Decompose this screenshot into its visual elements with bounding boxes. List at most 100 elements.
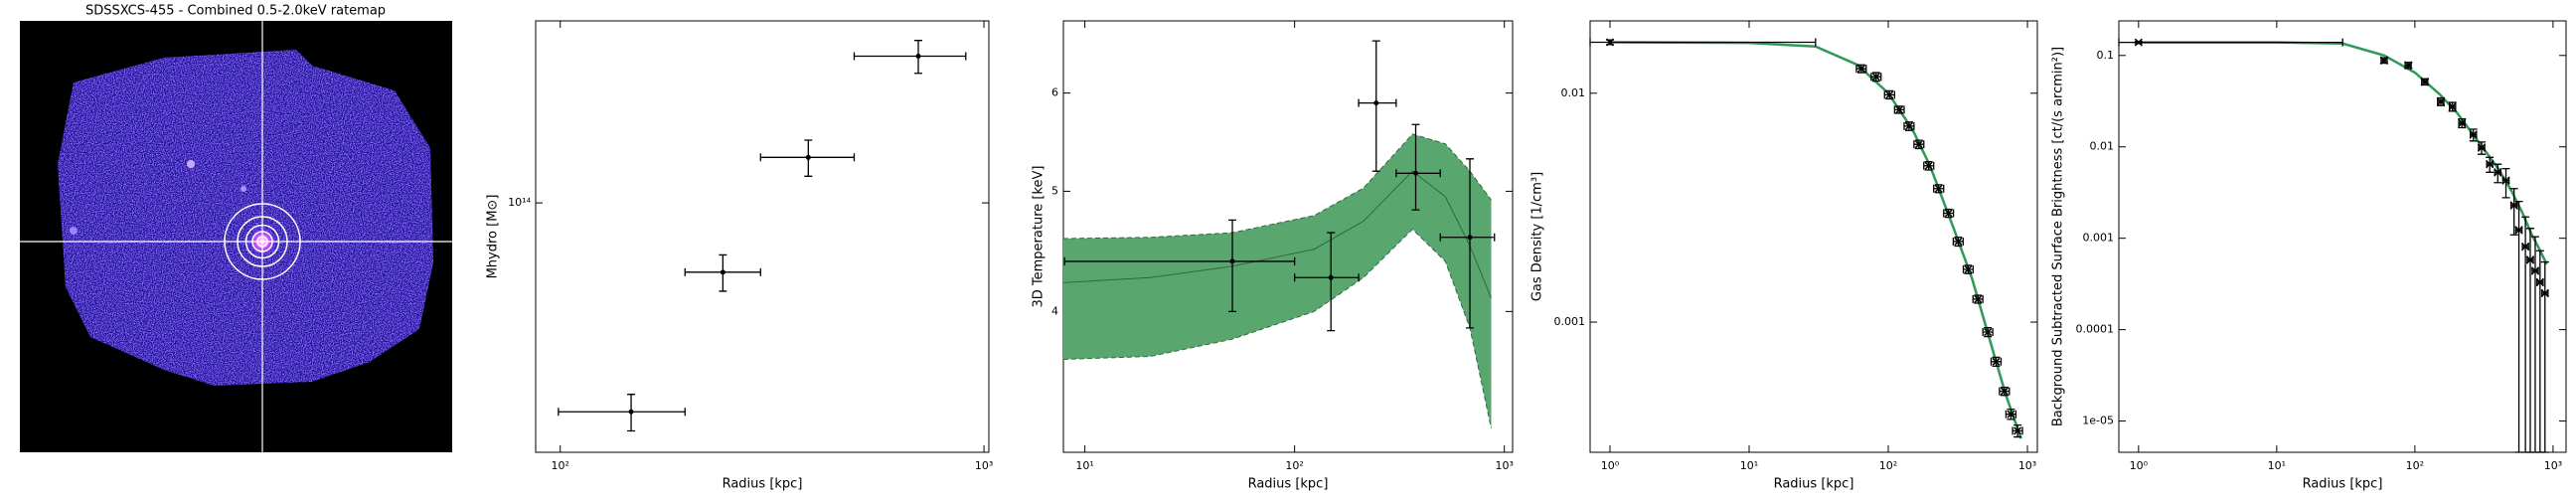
y-error-bar	[2494, 163, 2502, 184]
x-error-bar	[853, 52, 967, 61]
x-tick-label: 10³	[1495, 459, 1513, 472]
image-title: SDSSXCS-455 - Combined 0.5-2.0keV ratema…	[85, 4, 386, 19]
band-upper	[1062, 133, 1492, 240]
data-point	[2521, 243, 2530, 251]
y-tick-label: 0.001	[1554, 315, 1586, 328]
x-error-bar	[1395, 169, 1441, 178]
x-tick-label: 10²	[552, 459, 569, 472]
data-point	[2013, 426, 2022, 435]
data-point	[2420, 78, 2429, 86]
data-point	[2404, 61, 2413, 70]
data-point	[2535, 277, 2544, 286]
x-tick-label: 10⁰	[2130, 459, 2149, 472]
x-error-bar	[2118, 38, 2343, 47]
y-error-bar	[1411, 123, 1420, 211]
x-error-bar	[1439, 233, 1496, 242]
data-point	[720, 269, 725, 275]
data-point	[2501, 176, 2510, 185]
data-point	[1605, 38, 1615, 47]
y-error-bar	[2501, 167, 2510, 199]
y-tick-label: 1e-05	[2082, 415, 2114, 427]
data-point	[1467, 235, 1473, 241]
axes-frame	[1062, 20, 1514, 453]
y-tick-label: 0.01	[2090, 140, 2115, 153]
y-tick-label: 10¹⁴	[508, 196, 531, 209]
y-tick-label: 6	[1051, 86, 1058, 99]
confidence-band	[1063, 133, 1492, 428]
axes-frame	[1589, 20, 2038, 453]
y-tick-label: 0.0001	[2076, 323, 2115, 336]
data-point	[1413, 170, 1419, 176]
y-tick-label: 0.1	[2097, 49, 2115, 62]
data-point	[2007, 410, 2015, 418]
data-point	[2514, 226, 2523, 235]
x-axis-label: Radius [kpc]	[2303, 477, 2383, 492]
point-source	[70, 227, 78, 235]
y-axis-label: Mhydro [M⊙]	[486, 195, 501, 279]
data-point	[2477, 143, 2487, 152]
data-point	[2540, 288, 2549, 298]
x-tick-label: 10²	[1879, 459, 1897, 472]
data-point	[2448, 102, 2457, 111]
x-tick-label: 10³	[2544, 459, 2562, 472]
data-point	[1871, 73, 1880, 82]
x-tick-label: 10¹	[1075, 459, 1093, 472]
data-point	[1373, 100, 1379, 106]
data-point	[1954, 237, 1963, 246]
band-lower	[1062, 228, 1492, 429]
x-axis-label: Radius [kpc]	[723, 477, 803, 492]
point-source	[241, 186, 246, 192]
y-error-bar	[1327, 232, 1336, 332]
x-tick-label: 10¹	[2268, 459, 2286, 472]
y-error-bar	[2521, 216, 2530, 453]
point-source	[187, 160, 195, 168]
x-tick-label: 10⁰	[1601, 459, 1620, 472]
data-point	[2494, 168, 2502, 177]
axes-frame	[535, 20, 990, 453]
photon-noise	[58, 50, 433, 386]
data-point	[1914, 140, 1923, 149]
data-point	[1992, 357, 2001, 366]
x-axis-label: Radius [kpc]	[1248, 477, 1329, 492]
data-point	[628, 409, 634, 415]
y-axis-label: 3D Temperature [keV]	[1032, 166, 1046, 308]
data-point	[2525, 255, 2535, 264]
band-median	[1062, 170, 1492, 299]
data-point	[1964, 264, 1973, 274]
data-point	[1974, 294, 1983, 303]
data-point	[1885, 90, 1894, 99]
x-error-bar	[558, 408, 686, 417]
y-error-bar	[1466, 158, 1475, 329]
data-point	[2436, 97, 2445, 106]
y-tick-label: 0.001	[2083, 232, 2115, 245]
model-line	[2138, 41, 2548, 265]
data-point	[1924, 161, 1933, 170]
x-tick-label: 10¹	[1740, 459, 1758, 472]
data-point	[1984, 328, 1993, 337]
y-error-bar	[2514, 200, 2523, 453]
x-tick-label: 10²	[1285, 459, 1303, 472]
data-point	[1328, 274, 1334, 280]
data-point	[2000, 387, 2009, 396]
y-tick-label: 4	[1051, 304, 1058, 317]
x-tick-label: 10²	[2406, 459, 2424, 472]
data-point	[2509, 201, 2518, 210]
data-point	[1934, 184, 1943, 193]
data-point	[1856, 65, 1865, 74]
y-error-bar	[1228, 219, 1237, 312]
data-point	[915, 54, 921, 60]
x-axis-label: Radius [kpc]	[1774, 477, 1854, 492]
y-error-bar	[2509, 188, 2518, 236]
y-axis-label: Background Subtracted Surface Brightness…	[2051, 47, 2066, 426]
data-point	[2134, 38, 2143, 47]
data-point	[805, 154, 811, 160]
x-error-bar	[1293, 273, 1360, 282]
x-tick-label: 10³	[2018, 459, 2036, 472]
y-error-bar	[1371, 40, 1380, 172]
y-tick-label: 0.01	[1561, 86, 1586, 99]
data-point	[1904, 121, 1913, 130]
ratemap-image: SDSSXCS-455 - Combined 0.5-2.0keV ratema…	[20, 4, 452, 452]
data-point	[1895, 105, 1904, 114]
